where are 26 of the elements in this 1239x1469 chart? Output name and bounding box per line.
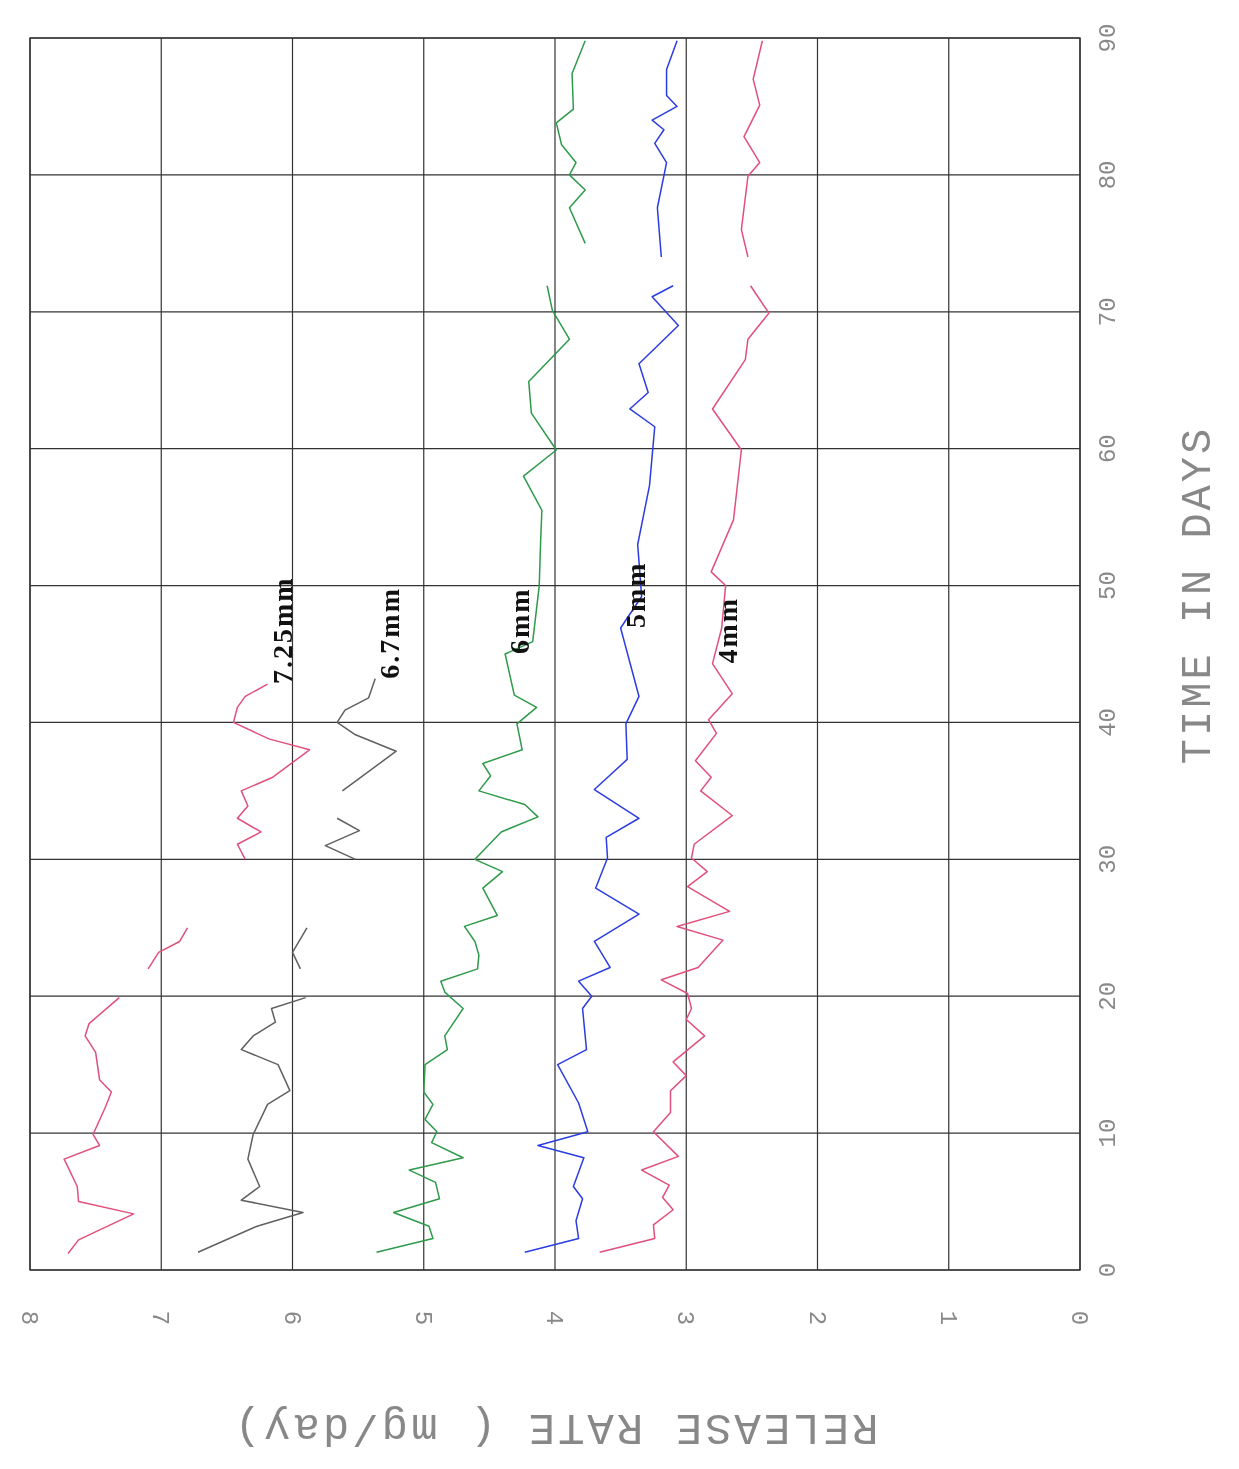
text: 5mm bbox=[619, 561, 651, 628]
x-tick-label: 5 bbox=[408, 1310, 436, 1326]
text: 6mm bbox=[504, 587, 536, 654]
x-tick-label: 0 bbox=[1065, 1310, 1092, 1326]
y-tick-label: 50 bbox=[1095, 571, 1122, 600]
x-tick-label: 7 bbox=[146, 1310, 174, 1326]
y-tick-label: 70 bbox=[1095, 297, 1122, 327]
x-tick-label: 1 bbox=[933, 1310, 961, 1326]
y-tick-label: 80 bbox=[1095, 160, 1122, 190]
x-tick-label: 4 bbox=[540, 1310, 567, 1326]
x-tick-label: 3 bbox=[671, 1310, 699, 1326]
text: 4mm bbox=[711, 596, 743, 664]
y-tick-label: 0 bbox=[1095, 1262, 1122, 1278]
x-tick-label: 8 bbox=[15, 1310, 42, 1326]
y-tick-label: 10 bbox=[1095, 1118, 1122, 1148]
x-axis-title: RELEASE RATE ( mg/day) bbox=[231, 1402, 879, 1452]
y-axis-title: TIME IN DAYS bbox=[1175, 425, 1223, 765]
y-tick-label: 60 bbox=[1095, 434, 1122, 464]
y-tick-label: 40 bbox=[1095, 708, 1122, 737]
text: 7.25mm bbox=[266, 576, 298, 685]
x-tick-label: 6 bbox=[277, 1310, 305, 1326]
x-tick-label: 2 bbox=[802, 1310, 830, 1326]
y-tick-label: 90 bbox=[1095, 23, 1122, 53]
y-tick-label: 20 bbox=[1095, 981, 1122, 1011]
y-tick-label: 30 bbox=[1095, 844, 1122, 874]
text: 6.7mm bbox=[374, 586, 406, 679]
